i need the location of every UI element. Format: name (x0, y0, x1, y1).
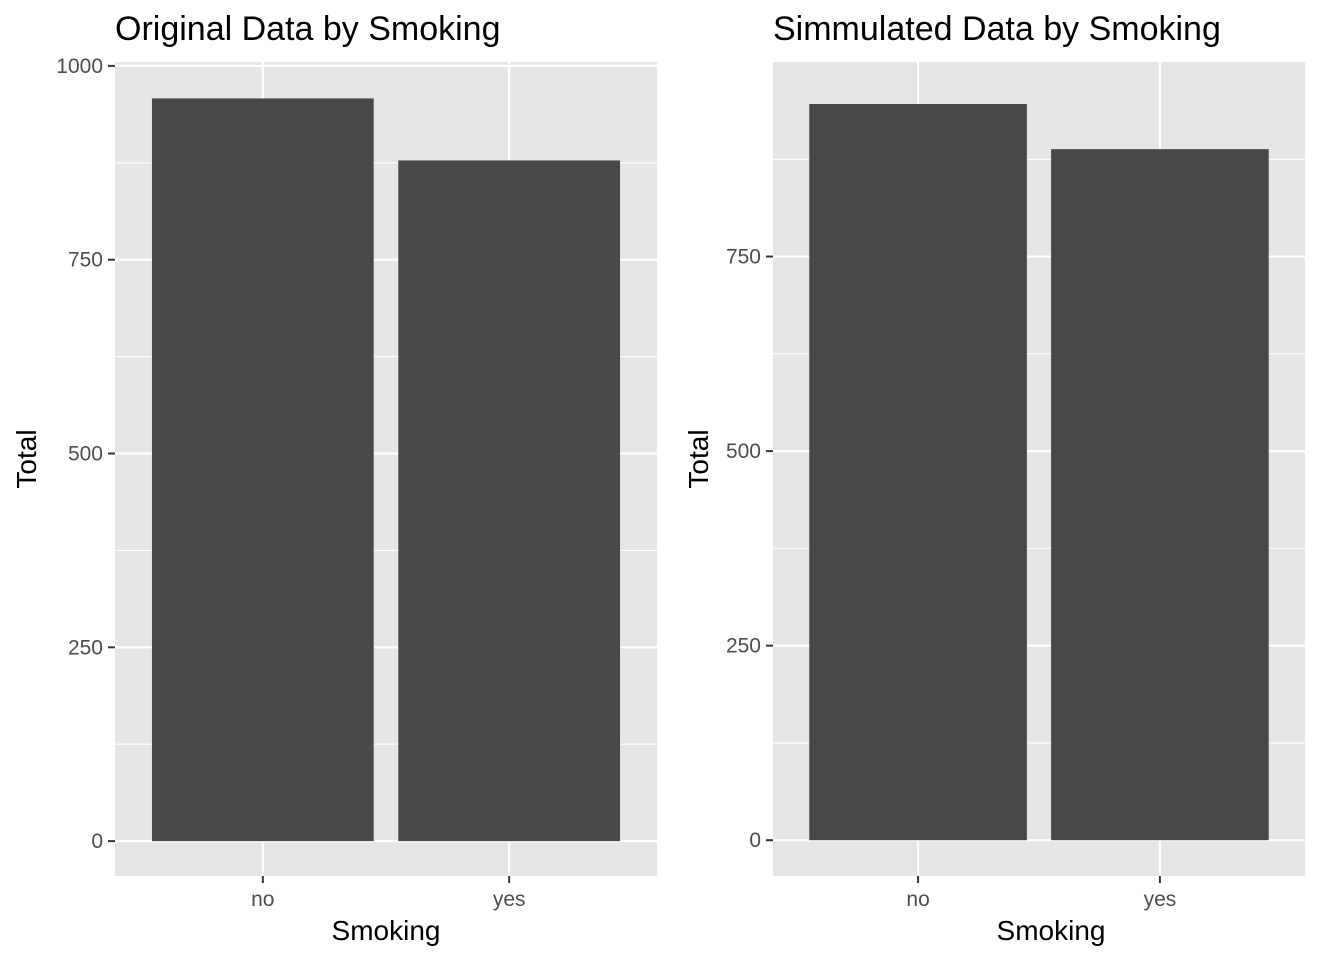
x-axis-title: Smoking (332, 915, 441, 946)
chart-1: 0 250 500 750 1000 no yes Original Data by Smok… (11, 10, 657, 946)
x-tick-label-no: no (906, 888, 929, 911)
x-tick-label-yes: yes (1144, 888, 1177, 911)
bar-yes (1051, 149, 1269, 841)
y-tick-label: 500 (726, 440, 761, 463)
x-tick-label-no: no (251, 888, 274, 911)
chart-title: Original Data by Smoking (115, 10, 501, 48)
y-tick-label: 750 (726, 246, 761, 269)
bar-no (809, 104, 1027, 841)
y-tick-label: 0 (91, 830, 103, 853)
y-tick-label: 1000 (56, 55, 103, 78)
x-axis-title: Smoking (997, 915, 1106, 946)
y-tick-label: 0 (749, 829, 761, 852)
y-tick-label: 250 (68, 636, 103, 659)
y-axis-title: Total (683, 429, 714, 488)
y-axis-title: Total (11, 429, 42, 488)
y-tick-label: 250 (726, 635, 761, 658)
y-tick-label: 500 (68, 442, 103, 465)
x-tick-label-yes: yes (493, 888, 526, 911)
bar-yes (398, 160, 621, 842)
bar-no (151, 98, 374, 842)
y-tick-label: 750 (68, 249, 103, 272)
chart-title: Simmulated Data by Smoking (773, 10, 1221, 48)
chart-2: 0 250 500 750 no yes Simmulated Data by Smokin… (683, 10, 1305, 946)
